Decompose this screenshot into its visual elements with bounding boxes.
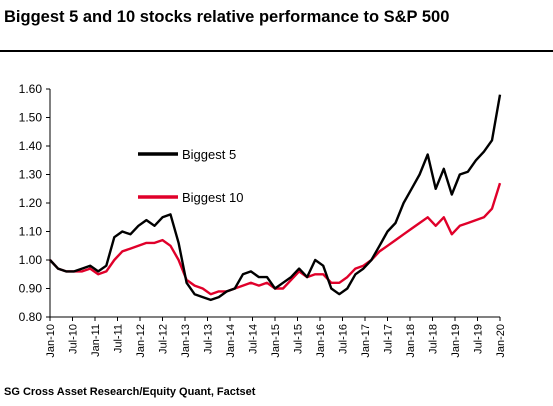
chart-title: Biggest 5 and 10 stocks relative perform… [4,8,450,26]
x-tick-label: Jul-13 [203,324,215,354]
x-tick-label: Jan-11 [90,324,102,357]
x-tick-label: Jul-15 [293,324,305,354]
title-rule [0,50,553,52]
y-tick-label: 0.80 [19,310,43,324]
x-tick-label: Jan-17 [360,324,372,358]
x-tick-label: Jan-19 [450,324,462,358]
y-tick-label: 1.20 [19,196,43,210]
y-tick-label: 1.00 [19,253,43,267]
y-tick-label: 1.60 [19,82,43,96]
y-tick-label: 1.30 [19,168,43,182]
x-tick-label: Jul-19 [473,324,485,354]
y-tick-label: 1.50 [19,111,43,125]
x-tick-label: Jan-20 [495,324,507,358]
y-tick-label: 1.10 [19,225,43,239]
series-lines [49,94,502,302]
x-tick-label: Jan-14 [225,324,237,358]
x-tick-label: Jul-17 [383,324,395,354]
x-tick-label: Jul-18 [428,324,440,354]
x-tick-label: Jul-16 [338,324,350,354]
x-tick-label: Jul-11 [113,324,125,353]
y-tick-label: 1.40 [19,139,43,153]
y-axis: 0.80 0.90 1.00 1.10 1.20 1.30 1.40 1.50 1.60 [19,82,51,324]
x-tick-label: Jul-10 [68,324,80,354]
x-tick-label: Jan-12 [135,324,147,358]
series-line-biggest-10 [49,182,502,296]
x-tick-label: Jan-16 [315,324,327,358]
x-tick-label: Jul-12 [158,324,170,354]
series-line-biggest-5 [49,94,502,302]
x-tick-label: Jul-14 [248,324,260,354]
y-tick-label: 0.90 [19,282,43,296]
legend-label: Biggest 5 [182,147,236,162]
legend: Biggest 5 Biggest 10 [138,147,243,205]
legend-label: Biggest 10 [182,190,243,205]
x-tick-label: Jan-10 [45,324,57,358]
x-tick-label: Jan-15 [270,324,282,358]
x-axis: Jan-10 Jul-10 Jan-11 Jul-11 Jan-12 Jul-12 Jan-… [45,316,507,358]
source-note: SG Cross Asset Research/Equity Quant, Fa… [4,386,256,398]
x-tick-label: Jan-18 [405,324,417,358]
x-tick-label: Jan-13 [180,324,192,358]
